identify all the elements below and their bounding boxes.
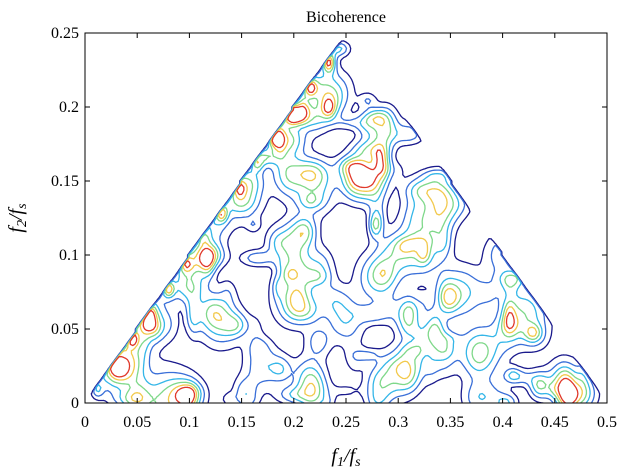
contour-level-1 — [90, 40, 601, 403]
y-tick-label: 0.15 — [51, 173, 79, 190]
x-tick-label: 0.1 — [179, 414, 199, 431]
x-tick-label: 0.2 — [284, 414, 304, 431]
x-tick-label: 0.45 — [541, 414, 569, 431]
y-tick-label: 0.05 — [51, 321, 79, 338]
x-tick-label: 0.25 — [332, 414, 360, 431]
x-tick-label: 0.3 — [388, 414, 408, 431]
y-tick-label: 0.25 — [51, 25, 79, 42]
contour-layer — [90, 40, 601, 403]
chart-title: Bicoherence — [306, 9, 386, 26]
y-tick-label: 0.2 — [59, 99, 79, 116]
x-tick-label: 0 — [81, 414, 89, 431]
plot-background — [85, 33, 607, 403]
x-tick-label: 0.4 — [493, 414, 513, 431]
x-tick-label: 0.15 — [228, 414, 256, 431]
x-tick-label: 0.5 — [597, 414, 617, 431]
contour-level-6 — [109, 59, 579, 403]
contour-level-3 — [95, 46, 591, 403]
x-tick-label: 0.35 — [436, 414, 464, 431]
x-axis-label: f1/fs — [331, 445, 361, 470]
contour-level-4 — [106, 55, 588, 403]
x-tick-label: 0.05 — [123, 414, 151, 431]
y-tick-label: 0.1 — [59, 247, 79, 264]
y-axis-ticks: 0 0.05 0.1 0.15 0.2 0.25 — [51, 25, 607, 412]
y-tick-label: 0 — [71, 395, 79, 412]
y-axis-label: f2/fs — [5, 203, 30, 233]
x-axis-ticks: 0 0.05 0.1 0.15 0.2 0.25 0.3 0.35 0.4 0.45 0.5 — [81, 33, 617, 431]
